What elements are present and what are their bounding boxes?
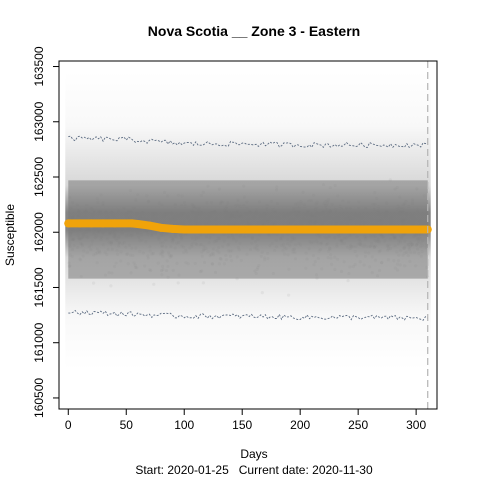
simulation-point [91, 281, 96, 285]
start-date: 2020-01-25 [167, 463, 229, 477]
mean-point [412, 225, 421, 234]
x-tick-label: 150 [232, 418, 252, 432]
mean-point [87, 219, 96, 228]
simulation-point [260, 291, 264, 295]
plot-area [64, 61, 432, 409]
mean-point [296, 225, 305, 234]
y-tick-label: 162000 [32, 212, 46, 252]
mean-point [354, 225, 363, 234]
simulation-point [201, 281, 206, 285]
simulation-point [176, 281, 180, 285]
mean-line [64, 219, 432, 234]
simulation-point [287, 293, 291, 297]
x-tick-label: 250 [348, 418, 368, 432]
x-tick-label: 50 [120, 418, 134, 432]
simulation-point [152, 282, 156, 286]
mean-point [133, 219, 142, 228]
mean-point [180, 225, 189, 234]
mean-point [168, 224, 177, 233]
x-axis-label: Days [240, 447, 267, 461]
plot-clipped-group [64, 72, 432, 371]
x-tick-label: 0 [65, 418, 72, 432]
mean-point [99, 219, 108, 228]
chart-title: Nova Scotia __ Zone 3 - Eastern [148, 23, 360, 39]
x-tick-label: 300 [406, 418, 426, 432]
mean-point [110, 219, 119, 228]
y-tick-label: 162500 [32, 157, 46, 197]
y-tick-label: 161000 [32, 322, 46, 362]
y-tick-label: 163000 [32, 101, 46, 141]
mean-point [145, 221, 154, 230]
y-tick-label: 163500 [32, 46, 46, 86]
mean-point [128, 219, 137, 228]
lower-quantile-line [68, 309, 428, 321]
simulation-point [109, 284, 113, 288]
y-axis-label: Susceptible [3, 204, 17, 266]
simulation-point [346, 279, 350, 283]
mean-point [64, 219, 73, 228]
footer-dates: Start: 2020-01-25 Current date: 2020-11-… [135, 463, 373, 477]
mean-point [75, 219, 84, 228]
axes: 0 50 100 150 200 250 300 160500 161000 161500 1620… [32, 46, 426, 432]
y-tick-label: 160500 [32, 378, 46, 418]
y-tick-label: 161500 [32, 267, 46, 307]
plot-frame [58, 60, 438, 410]
mean-point [238, 225, 247, 234]
upper-quantile-line [68, 135, 428, 149]
start-label: Start: [135, 463, 164, 477]
current-date-label: Current date: [239, 463, 309, 477]
x-tick-label: 200 [290, 418, 310, 432]
mean-point [157, 223, 166, 232]
current-date: 2020-11-30 [312, 463, 373, 477]
x-tick-label: 100 [174, 418, 194, 432]
